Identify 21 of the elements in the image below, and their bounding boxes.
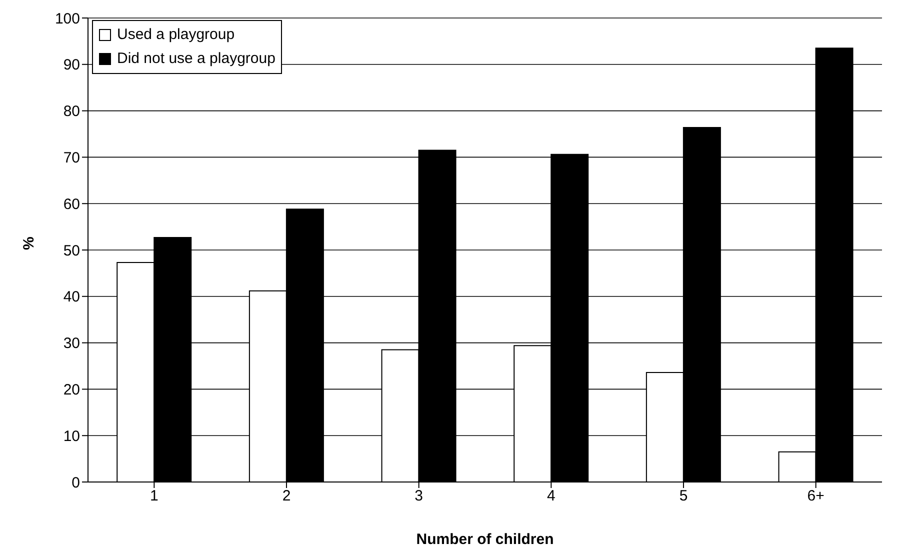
- y-tick-label: 90: [63, 56, 80, 74]
- x-tick-label: 5: [679, 488, 688, 505]
- y-axis-title: %: [20, 236, 38, 250]
- legend-label: Used a playgroup: [117, 25, 235, 45]
- y-tick-label: 100: [54, 10, 80, 28]
- x-tick-label: 1: [150, 488, 158, 505]
- y-tick-label: 0: [72, 474, 80, 492]
- y-tick-label: 30: [63, 335, 80, 352]
- y-tick-label: 80: [63, 103, 80, 120]
- x-tick-label: 3: [414, 488, 424, 505]
- y-tick-label: 60: [63, 196, 80, 213]
- legend-label: Did not use a playgroup: [117, 49, 276, 69]
- x-tick-label: 4: [546, 488, 556, 505]
- y-tick-label: 70: [63, 150, 80, 167]
- x-tick-label: 2: [282, 488, 291, 505]
- y-tick-label: 10: [63, 428, 80, 445]
- y-tick-label: 40: [63, 288, 80, 306]
- x-tick-label: 6+: [807, 488, 825, 505]
- y-tick-label: 50: [63, 242, 80, 260]
- x-axis-title: Number of children: [416, 531, 554, 548]
- y-tick-label: 20: [63, 382, 80, 399]
